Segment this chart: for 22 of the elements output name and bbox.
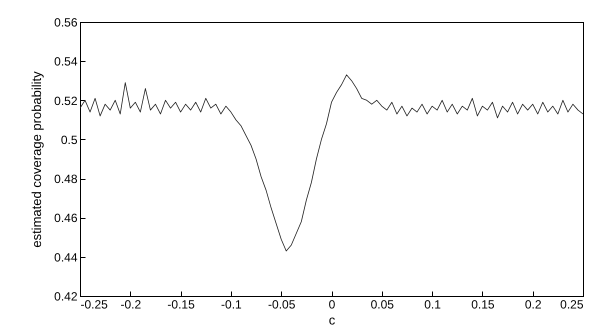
x-tick-label: -0.1: [221, 298, 242, 312]
x-tick-label: -0.2: [120, 298, 142, 312]
x-tick-label: -0.25: [80, 298, 108, 312]
y-tick-label: 0.54: [54, 54, 78, 69]
x-tick-label: 0.2: [524, 298, 542, 312]
x-tick-label: 0.1: [424, 298, 442, 312]
y-axis-title: estimated coverage probability: [29, 70, 44, 248]
x-tick-label: -0.05: [268, 298, 296, 312]
x-tick-label: 0.15: [471, 298, 495, 312]
x-tick-label: 0.05: [370, 298, 394, 312]
y-tick-label: 0.42: [54, 290, 78, 304]
y-tick-label: 0.46: [54, 211, 78, 226]
y-tick-label: 0.56: [54, 16, 78, 30]
x-tick-label: -0.15: [167, 298, 196, 312]
x-tick-label: 0.25: [560, 298, 584, 312]
y-tick-label: 0.5: [60, 132, 78, 147]
x-axis-title: c: [328, 312, 336, 328]
y-tick-label: 0.44: [54, 250, 78, 264]
y-tick-label: 0.48: [54, 172, 78, 186]
y-tick-label: 0.52: [54, 94, 78, 108]
line-series: [80, 74, 583, 252]
x-tick-label: 0: [328, 298, 336, 312]
